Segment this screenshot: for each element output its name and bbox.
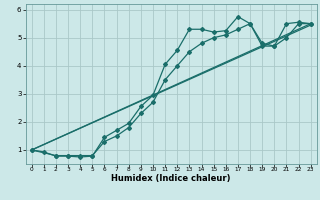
X-axis label: Humidex (Indice chaleur): Humidex (Indice chaleur) [111,174,231,183]
